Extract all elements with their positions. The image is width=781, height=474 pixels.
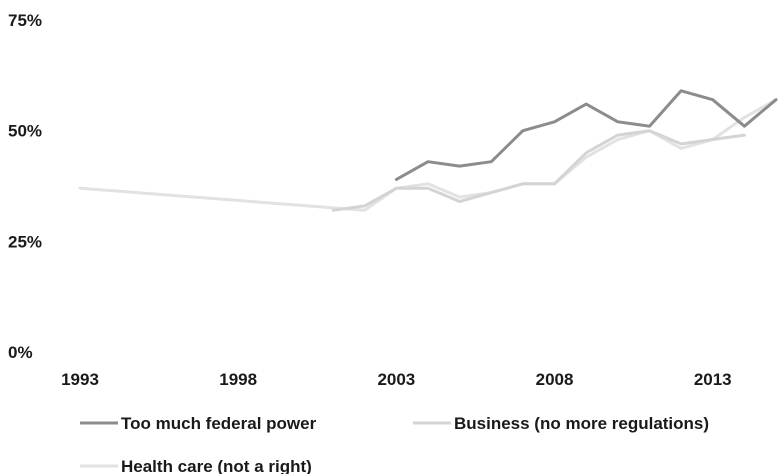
data-point bbox=[490, 191, 493, 194]
data-point bbox=[711, 138, 714, 141]
x-tick-label: 1998 bbox=[219, 370, 257, 389]
data-point bbox=[395, 178, 398, 181]
data-point bbox=[363, 205, 366, 207]
series-line-3 bbox=[78, 98, 778, 212]
plot-area bbox=[78, 89, 778, 212]
data-point bbox=[648, 129, 651, 132]
data-point bbox=[680, 143, 682, 145]
data-point bbox=[427, 187, 429, 189]
data-point bbox=[585, 156, 587, 158]
x-tick-label: 2013 bbox=[694, 370, 732, 389]
data-point bbox=[775, 98, 777, 101]
x-tick-label: 2003 bbox=[377, 370, 415, 389]
data-point bbox=[617, 138, 619, 141]
data-point bbox=[458, 165, 461, 167]
y-tick-label: 50% bbox=[8, 122, 42, 141]
data-point bbox=[585, 103, 587, 105]
legend-label-1: Too much federal power bbox=[121, 414, 317, 433]
legend: Too much federal power Business (no more … bbox=[80, 414, 709, 474]
data-point bbox=[680, 90, 682, 92]
data-point bbox=[553, 183, 556, 185]
data-point bbox=[743, 125, 746, 127]
data-point bbox=[711, 98, 714, 101]
data-point bbox=[458, 200, 461, 203]
data-point bbox=[648, 125, 651, 127]
y-tick-label: 0% bbox=[8, 343, 33, 362]
series-line-2 bbox=[331, 129, 746, 212]
data-point bbox=[522, 183, 524, 185]
legend-label-3: Health care (not a right) bbox=[121, 457, 312, 474]
y-tick-label: 25% bbox=[8, 232, 42, 251]
data-point bbox=[427, 183, 429, 185]
data-point bbox=[332, 209, 334, 212]
data-point bbox=[395, 187, 398, 189]
data-point bbox=[522, 129, 524, 132]
y-tick-label: 75% bbox=[8, 11, 42, 30]
data-point bbox=[427, 160, 429, 163]
y-axis: 0% 25% 50% 75% bbox=[8, 11, 42, 362]
data-point bbox=[79, 187, 81, 189]
data-point bbox=[680, 147, 682, 150]
data-point bbox=[617, 121, 619, 123]
data-point bbox=[553, 121, 556, 123]
data-point bbox=[743, 134, 746, 136]
data-point bbox=[363, 209, 366, 212]
legend-label-2: Business (no more regulations) bbox=[454, 414, 709, 433]
data-point bbox=[617, 134, 619, 136]
data-point bbox=[585, 152, 587, 154]
x-axis: 1993 1998 2003 2008 2013 bbox=[61, 370, 732, 389]
x-tick-label: 1993 bbox=[61, 370, 99, 389]
x-tick-label: 2008 bbox=[536, 370, 574, 389]
data-point bbox=[490, 160, 493, 163]
data-point bbox=[458, 196, 461, 198]
data-point bbox=[743, 116, 746, 119]
